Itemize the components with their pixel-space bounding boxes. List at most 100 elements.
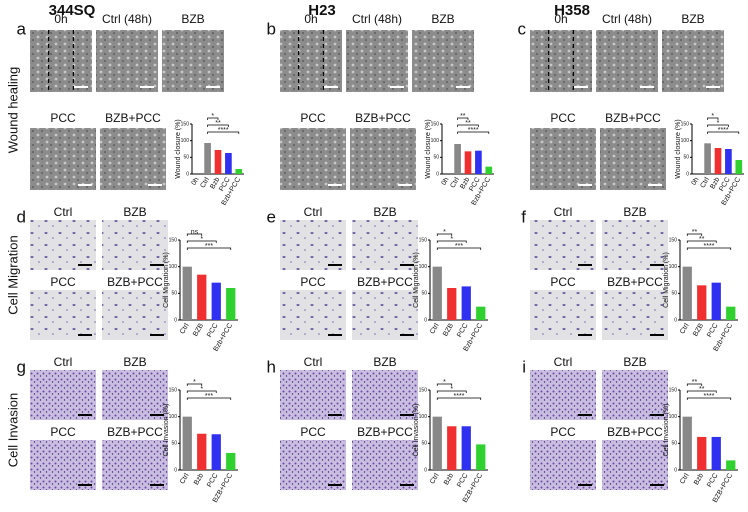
- micrograph: [280, 290, 346, 340]
- x-tick-label: 0h: [191, 176, 201, 186]
- significance-label: ***: [205, 243, 213, 250]
- x-tick-label: Ctrl: [179, 472, 191, 485]
- image-label: Ctrl: [304, 205, 323, 219]
- image-label: PCC: [50, 111, 76, 125]
- micrograph: [102, 220, 168, 270]
- x-tick-label: Bzb: [193, 472, 205, 486]
- micrograph: [530, 370, 596, 420]
- y-tick-label: 150: [419, 387, 428, 393]
- significance-label: *: [193, 379, 196, 386]
- bar: [204, 143, 211, 174]
- panel-letter: i: [522, 357, 526, 376]
- significance-bracket: [707, 117, 719, 120]
- image-label: Ctrl (48h): [602, 12, 652, 26]
- image-label: BZB: [681, 12, 704, 26]
- image-label: 0h: [304, 12, 317, 26]
- micrograph: [530, 440, 596, 490]
- image-label: PCC: [50, 275, 76, 289]
- micrograph: [162, 30, 224, 92]
- y-tick-label: 50: [683, 155, 689, 161]
- y-tick-label: 100: [419, 264, 428, 270]
- significance-bracket: [686, 390, 717, 393]
- micrograph: [280, 440, 346, 490]
- image-label: PCC: [550, 425, 576, 439]
- significance-label: *: [711, 113, 714, 120]
- y-tick-label: 0: [436, 171, 439, 177]
- micrograph: [102, 290, 168, 340]
- y-axis-label: Cell Invasion (%): [663, 404, 670, 457]
- image-label: PCC: [300, 111, 326, 125]
- y-tick-label: 150: [431, 121, 440, 127]
- significance-label: *: [717, 120, 720, 127]
- significance-bracket: [686, 383, 703, 386]
- image-label: BZB: [181, 12, 204, 26]
- bar: [725, 149, 732, 174]
- y-axis-label: Wound closure (%): [175, 119, 182, 178]
- significance-label: **: [692, 379, 698, 386]
- image-label: 0h: [54, 12, 67, 26]
- micrograph: [280, 370, 346, 420]
- micrograph: [530, 30, 592, 92]
- x-tick-label: BZB: [442, 322, 455, 338]
- x-tick-label: Ctrl: [199, 176, 211, 189]
- y-tick-label: 50: [183, 155, 189, 161]
- y-tick-label: 50: [421, 291, 427, 297]
- bar: [726, 306, 736, 320]
- significance-label: ***: [205, 393, 213, 400]
- y-tick-label: 150: [669, 237, 678, 243]
- row-title: Cell Migration: [5, 235, 20, 314]
- micrograph: [352, 290, 418, 340]
- significance-bracket: [707, 131, 740, 134]
- x-tick-label: Ctrl: [679, 322, 691, 335]
- significance-bracket: [207, 131, 240, 134]
- significance-label: ****: [704, 243, 715, 250]
- micrograph: [352, 370, 418, 420]
- significance-bracket: [436, 240, 467, 243]
- micrograph: [602, 370, 668, 420]
- bar: [226, 452, 236, 470]
- bar: [226, 288, 236, 320]
- micrograph: [30, 440, 96, 490]
- bar: [225, 153, 232, 174]
- x-tick-label: BZB: [692, 322, 705, 338]
- micrograph: [602, 440, 668, 490]
- image-label: Ctrl (48h): [352, 12, 402, 26]
- y-tick-label: 0: [686, 171, 689, 177]
- x-tick-label: Ctrl: [449, 176, 461, 189]
- panel-letter: f: [521, 207, 526, 226]
- image-label: BZB+PCC: [105, 111, 161, 125]
- significance-bracket: [457, 131, 490, 134]
- significance-bracket: [436, 390, 467, 393]
- bar: [211, 434, 221, 470]
- y-tick-label: 50: [171, 291, 177, 297]
- x-tick-label: BZB: [192, 322, 205, 338]
- y-tick-label: 0: [674, 467, 677, 473]
- significance-bracket: [186, 240, 217, 243]
- bar: [211, 282, 221, 320]
- significance-bracket: [436, 397, 482, 400]
- image-label: PCC: [50, 425, 76, 439]
- micrograph: [280, 128, 346, 190]
- image-label: PCC: [300, 275, 326, 289]
- bar: [475, 150, 482, 174]
- significance-label: ns: [191, 229, 199, 236]
- significance-label: ***: [455, 243, 463, 250]
- image-label: BZB: [623, 355, 646, 369]
- bar: [447, 426, 457, 470]
- micrograph: [352, 220, 418, 270]
- micrograph: [662, 30, 724, 92]
- panel-letter: a: [17, 19, 27, 38]
- micrograph: [352, 440, 418, 490]
- significance-label: *: [211, 113, 214, 120]
- bar: [182, 266, 192, 320]
- image-label: BZB+PCC: [607, 275, 663, 289]
- image-label: BZB+PCC: [107, 425, 163, 439]
- significance-label: **: [692, 229, 698, 236]
- y-tick-label: 0: [674, 317, 677, 323]
- significance-label: **: [465, 120, 471, 127]
- image-label: BZB+PCC: [605, 111, 661, 125]
- significance-bracket: [436, 383, 453, 386]
- y-tick-label: 100: [169, 414, 178, 420]
- panel-letter: h: [267, 357, 276, 376]
- column-title: 344SQ: [49, 2, 96, 19]
